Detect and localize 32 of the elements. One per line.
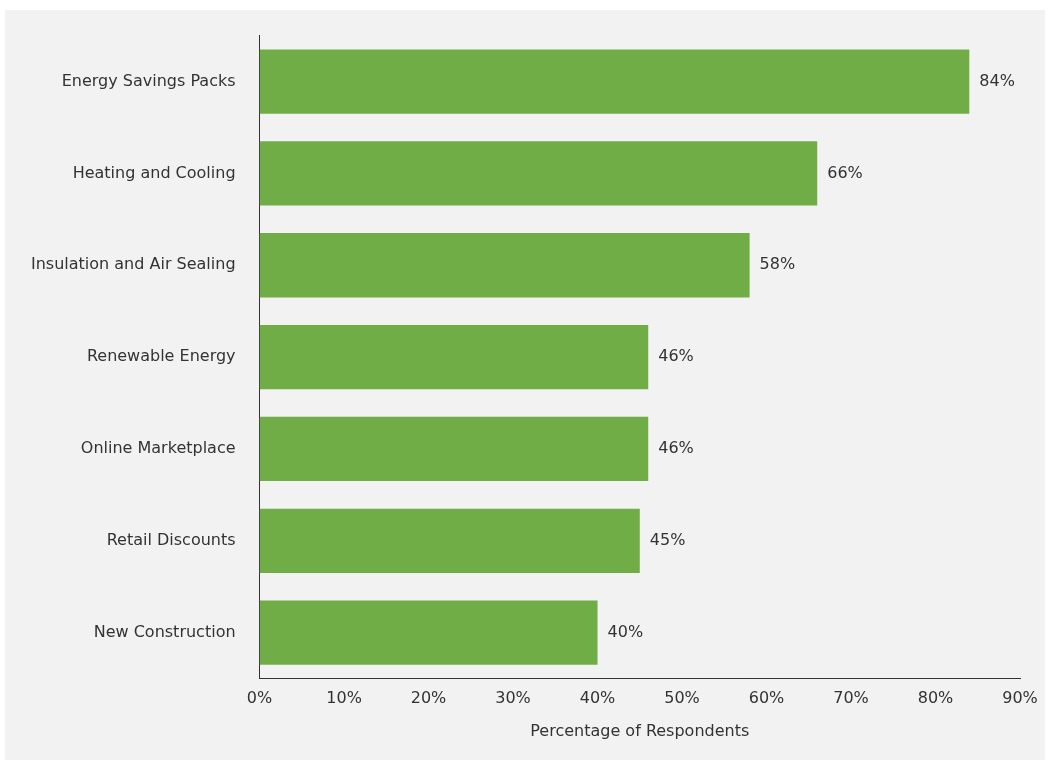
bar	[259, 324, 649, 390]
bar	[259, 49, 970, 114]
y-tick-label: Insulation and Air Sealing	[30, 254, 236, 274]
x-tick-label: 30%	[495, 688, 531, 708]
x-tick-label: 10%	[326, 688, 362, 708]
x-tick-label: 70%	[833, 688, 869, 708]
data-label: 58%	[759, 254, 796, 274]
x-tick-label: 90%	[1002, 688, 1038, 708]
bar	[259, 233, 750, 298]
y-tick-label: Heating and Cooling	[72, 162, 236, 182]
y-tick-label: Energy Savings Packs	[61, 70, 236, 90]
y-tick-label: New Construction	[93, 621, 236, 641]
bar	[259, 508, 640, 573]
x-axis-title: Percentage of Respondents	[530, 720, 750, 740]
bar	[259, 416, 649, 482]
x-tick-label: 60%	[748, 688, 785, 708]
x-tick-label: 0%	[246, 688, 273, 708]
bar	[259, 141, 818, 206]
x-tick-label: 80%	[917, 688, 954, 708]
data-label: 66%	[827, 162, 863, 182]
x-tick-label: 20%	[410, 688, 447, 708]
y-tick-label: Online Marketplace	[80, 438, 236, 458]
data-label: 84%	[979, 70, 1015, 90]
data-label: 46%	[658, 438, 694, 458]
x-tick-label: 40%	[579, 688, 616, 708]
data-label: 45%	[649, 529, 686, 549]
bar	[259, 600, 598, 665]
data-label: 46%	[658, 346, 694, 366]
x-tick-label: 50%	[664, 688, 700, 708]
data-label: 40%	[607, 621, 644, 641]
y-tick-label: Retail Discounts	[106, 529, 236, 549]
y-tick-label: Renewable Energy	[86, 346, 236, 366]
